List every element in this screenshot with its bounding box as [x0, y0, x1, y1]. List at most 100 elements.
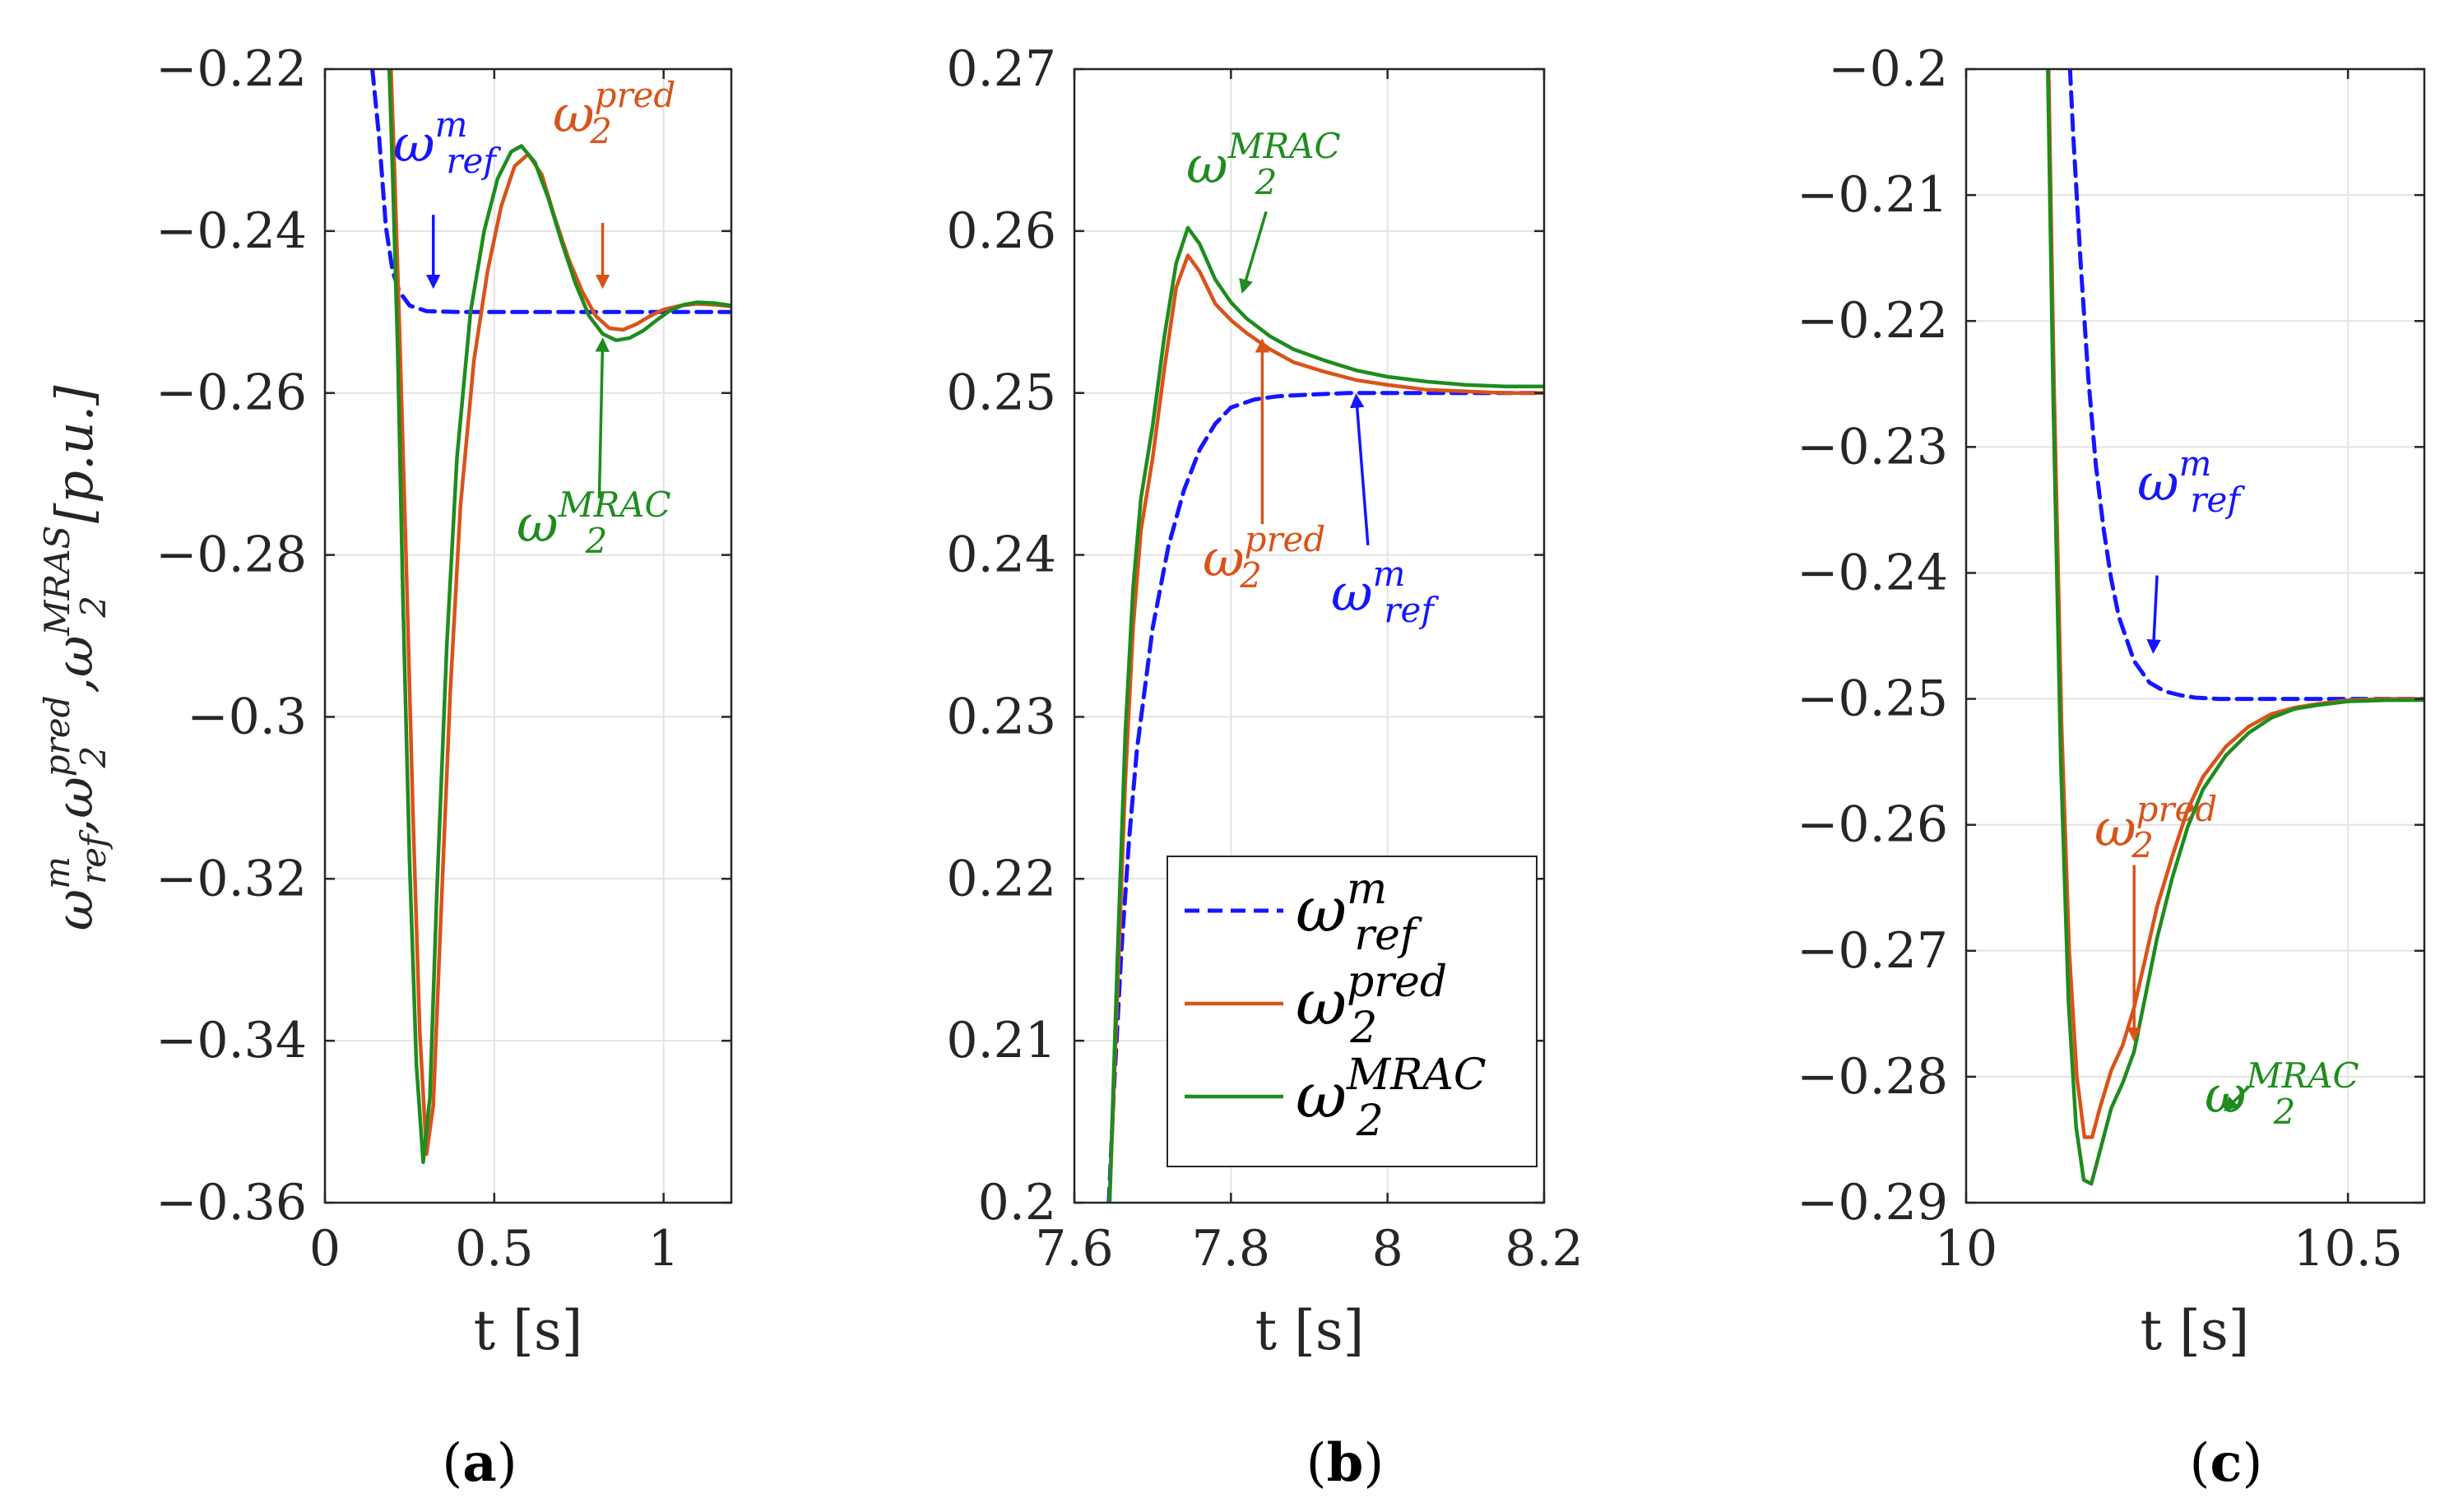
xtick-label-a: 0.5: [455, 1220, 533, 1278]
annotation-sub: 2: [2273, 1092, 2296, 1132]
annotation-main: ω: [1203, 528, 1245, 588]
ytick-label-b: 0.23: [946, 688, 1056, 745]
ytick-label-a: −0.22: [155, 40, 307, 98]
annotation-sub: ref: [2190, 480, 2245, 520]
annotation-sub: 2: [1255, 162, 1278, 202]
ylabel-omega-ref: ω: [44, 889, 104, 931]
ylabel-unit: [p.u.]: [44, 385, 104, 523]
series-line-mrac-b: [1107, 225, 1544, 1203]
annotation-ref-a: ωm ref: [393, 104, 501, 181]
annotation-sub: 2: [2131, 825, 2154, 865]
series-a: [370, 69, 731, 1165]
series-line-ref-c: [2067, 69, 2424, 702]
annotation-sup: m: [1373, 554, 1406, 594]
ytick-label-c: −0.24: [1797, 544, 1948, 601]
panel-b: 0.2 0.21 0.22 0.23 0.24 0.25 0.26 0.27 7.6 7.8 8 8.…: [946, 40, 1583, 1494]
caption-a: (a): [442, 1432, 517, 1494]
ylabel-sep-1: ,: [44, 819, 104, 835]
caption-b-letter: b: [1327, 1432, 1364, 1494]
legend-pred-main: ω: [1296, 966, 1347, 1039]
ytick-label-b: 0.24: [946, 526, 1056, 584]
panel-a: −0.36 −0.34 −0.32 −0.3 −0.28 −0.26 −0.24 −0.22 0…: [155, 40, 733, 1494]
ytick-label-a: −0.32: [155, 850, 307, 907]
ytick-label-a: −0.3: [187, 688, 307, 745]
annotation-sup: MRAC: [2246, 1055, 2359, 1096]
xtick-label-b: 7.6: [1035, 1220, 1113, 1278]
annotation-sup: MRAC: [1227, 126, 1341, 166]
series-line-pred-b: [1107, 253, 1544, 1203]
panel-c: −0.29−0.28−0.27−0.26−0.25−0.24−0.23−0.22…: [1797, 40, 2426, 1494]
ytick-label-a: −0.28: [155, 526, 307, 584]
ytick-label-b: 0.2: [978, 1174, 1056, 1231]
annotation-main: ω: [553, 84, 595, 144]
annotation-arrow-mrac-b: [1239, 211, 1268, 295]
legend-pred-sup: pred: [1347, 958, 1447, 1007]
ylabel-mras-sub: 2: [73, 596, 114, 619]
series-line-mrac-a: [387, 69, 731, 1165]
annotation-sub: ref: [1384, 590, 1439, 630]
xtick-label-a: 1: [648, 1220, 680, 1278]
y-axis-label: ωmref,ωpred2,ωMRAS2[p.u.]: [37, 385, 114, 931]
legend-ref-main: ω: [1296, 873, 1347, 946]
series-line-pred-a: [389, 69, 731, 1157]
ylabel-pred-sup: pred: [37, 696, 77, 777]
ytick-label-c: −0.22: [1797, 292, 1948, 350]
xtick-label-b: 8: [1372, 1220, 1403, 1278]
ytick-label-b: 0.26: [946, 202, 1056, 260]
annotation-pred-b: ωpred 2: [1203, 519, 1325, 596]
x-axis-label-c: t [s]: [2141, 1299, 2250, 1362]
ytick-label-b: 0.21: [946, 1012, 1056, 1069]
x-axis-label-a: t [s]: [474, 1299, 583, 1362]
ylabel-pred-sub: 2: [73, 746, 114, 769]
ytick-label-c: −0.25: [1797, 670, 1948, 728]
annotation-sub: 2: [589, 111, 612, 151]
ytick-label-a: −0.26: [155, 364, 307, 422]
annotation-main: ω: [1331, 563, 1373, 623]
series-b: [1106, 225, 1544, 1203]
series-line-ref-b: [1106, 391, 1544, 1203]
annotation-main: ω: [517, 494, 559, 554]
annotation-sub: 2: [1239, 555, 1262, 596]
annotation-arrow-mrac-a: [595, 337, 610, 499]
ytick-label-c: −0.23: [1797, 418, 1948, 475]
annotation-sup: pred: [2136, 789, 2218, 829]
caption-a-letter: a: [462, 1432, 496, 1494]
series-line-ref-a: [370, 69, 731, 314]
ylabel-ref-sup: m: [37, 856, 77, 889]
ytick-label-b: 0.27: [946, 40, 1056, 98]
ylabel-sep-2: ,: [44, 677, 104, 693]
annotation-main: ω: [2137, 452, 2179, 513]
ylabel-omega-pred: ω: [44, 777, 104, 819]
plot-area-c: [1966, 69, 2424, 1203]
annotation-arrow-ref-b: [1349, 393, 1370, 545]
ylabel-mras-sup: MRAS: [37, 526, 77, 637]
plot-frame-a: [323, 67, 733, 1204]
series-line-mrac-c: [2046, 69, 2424, 1186]
ytick-label-c: −0.26: [1797, 796, 1948, 854]
xtick-label-c: 10: [1935, 1220, 1997, 1278]
legend-pred-sub: 2: [1349, 1004, 1377, 1053]
annotation-sup: MRAC: [558, 485, 671, 525]
ytick-label-c: −0.29: [1797, 1174, 1948, 1231]
ticks-b: 0.2 0.21 0.22 0.23 0.24 0.25 0.26 0.27 7.6 7.8 8 8.…: [946, 40, 1583, 1278]
annotation-main: ω: [1186, 135, 1228, 195]
annotation-sub: 2: [585, 521, 608, 561]
legend-ref-sub: ref: [1354, 911, 1422, 960]
legend-label-ref: ωm ref: [1296, 865, 1422, 960]
annotation-arrow-ref-c: [2146, 575, 2161, 654]
legend-label-mrac: ωMRAC 2: [1296, 1051, 1487, 1146]
ylabel-omega-mras: ω: [44, 636, 104, 678]
annotation-sup: pred: [1245, 519, 1326, 559]
annotation-ref-c: ωm ref: [2137, 443, 2245, 520]
legend-mrac-main: ω: [1296, 1059, 1347, 1132]
legend-mrac-sup: MRAC: [1346, 1051, 1487, 1100]
x-axis-label-b: t [s]: [1255, 1299, 1365, 1362]
legend-mrac-sub: 2: [1356, 1097, 1384, 1146]
ytick-label-b: 0.22: [946, 850, 1056, 907]
annotation-ref-b: ωm ref: [1331, 554, 1439, 630]
legend-label-pred: ωpred 2: [1296, 958, 1447, 1053]
xtick-label-b: 8.2: [1505, 1220, 1583, 1278]
xtick-label-b: 7.8: [1192, 1220, 1270, 1278]
plot-frame-c: [1964, 67, 2426, 1204]
